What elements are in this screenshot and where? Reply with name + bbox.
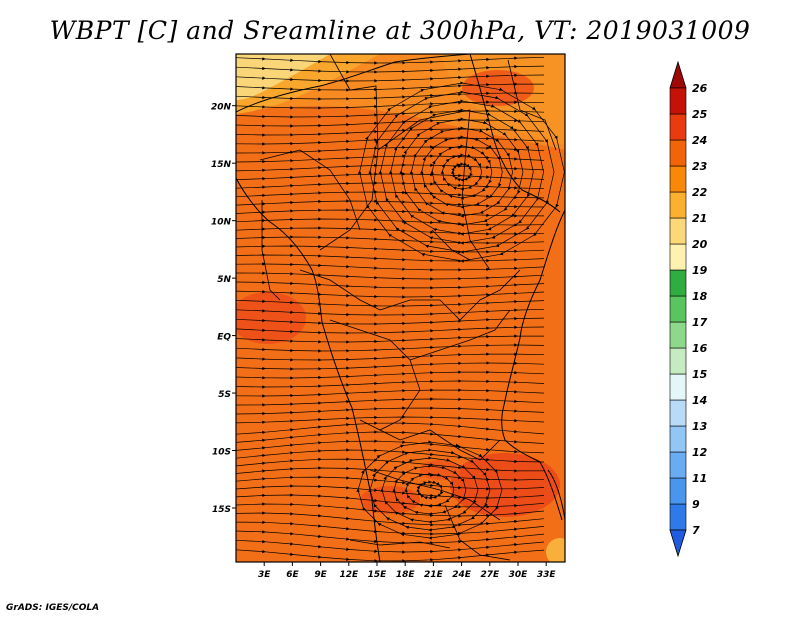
streamline — [236, 271, 545, 281]
colorbar-label-13: 13 — [692, 420, 708, 433]
longitude-axis: 3E 6E 9E 12E 15E 18E 21E 24E 27E 30E 33E — [258, 562, 556, 580]
colorbar-swatch — [669, 217, 687, 245]
grads-credit: GrADS: IGES/COLA — [6, 603, 100, 613]
streamline — [236, 388, 545, 398]
colorbar-swatch — [669, 373, 687, 401]
colorbar-label-25: 25 — [692, 108, 708, 121]
streamline — [236, 289, 545, 299]
colorbar-swatch — [669, 113, 687, 141]
colorbar-swatch — [669, 269, 687, 297]
streamline — [236, 308, 545, 317]
chart-title: WBPT [C] and Sreamline at 300hPa, VT: 20… — [49, 16, 751, 45]
lon-label-15E: 15E — [368, 570, 388, 580]
colorbar-label-26: 26 — [692, 82, 708, 95]
lon-label-30E: 30E — [509, 570, 529, 580]
map-frame — [235, 53, 566, 563]
streamline — [236, 262, 545, 272]
colorbar-swatch — [669, 321, 687, 349]
lon-label-9E: 9E — [314, 570, 327, 580]
wbpt-field-warm-se — [450, 453, 560, 517]
lon-label-24E: 24E — [452, 570, 472, 580]
lat-label-15S: 15S — [212, 505, 231, 515]
colorbar-swatch — [669, 191, 687, 219]
wbpt-field-warm-west — [236, 292, 306, 344]
lat-label-EQ: EQ — [217, 333, 231, 343]
streamline — [236, 406, 545, 416]
colorbar: 7 9 11 12 13 14 15 16 17 18 19 20 21 22 23 24 25 26 — [669, 60, 708, 558]
streamline — [236, 397, 545, 407]
streamline — [236, 280, 545, 290]
colorbar-swatch — [669, 243, 687, 271]
colorbar-top-arrow — [669, 60, 687, 89]
streamline — [236, 421, 545, 435]
lon-label-3E: 3E — [258, 570, 271, 580]
streamline — [236, 361, 545, 371]
streamline — [236, 343, 545, 353]
streamlines — [236, 56, 565, 562]
streamline — [236, 316, 545, 326]
streamline-gyre — [357, 81, 565, 263]
colorbar-swatch — [669, 477, 687, 505]
lat-label-5N: 5N — [217, 275, 231, 285]
colorbar-label-9: 9 — [692, 498, 700, 511]
colorbar-swatch — [669, 503, 687, 531]
lon-label-6E: 6E — [286, 570, 299, 580]
streamline — [236, 370, 545, 380]
colorbar-swatch — [669, 425, 687, 453]
streamline — [236, 299, 545, 308]
colorbar-swatch — [669, 451, 687, 479]
lat-label-10S: 10S — [212, 448, 231, 458]
streamline — [236, 379, 545, 389]
lat-label-10N: 10N — [211, 218, 232, 228]
map-panel — [236, 54, 565, 562]
colorbar-label-21: 21 — [692, 212, 707, 225]
colorbar-swatch — [669, 87, 687, 115]
streamline-gyre-south — [356, 440, 503, 540]
wbpt-field-cool-se — [546, 538, 565, 562]
streamline — [236, 352, 545, 362]
latitude-axis: 20N 15N 10N 5N EQ 5S 10S 15S — [211, 103, 236, 515]
colorbar-label-19: 19 — [692, 264, 708, 277]
colorbar-label-12: 12 — [692, 446, 708, 459]
streamline — [236, 549, 545, 562]
colorbar-label-7: 7 — [692, 524, 700, 537]
lat-label-20N: 20N — [211, 103, 232, 113]
colorbar-bottom-arrow — [669, 529, 687, 558]
streamline — [236, 415, 545, 425]
colorbar-label-20: 20 — [692, 238, 708, 251]
lon-label-33E: 33E — [537, 570, 557, 580]
colorbar-label-16: 16 — [692, 342, 708, 355]
colorbar-label-18: 18 — [692, 290, 708, 303]
streamline — [236, 73, 545, 83]
colorbar-swatch — [669, 139, 687, 167]
streamline — [236, 334, 544, 344]
coast-madagascar — [547, 469, 565, 521]
lon-label-18E: 18E — [396, 570, 416, 580]
streamline — [236, 56, 545, 65]
colorbar-swatch — [669, 347, 687, 375]
lon-label-21E: 21E — [424, 570, 444, 580]
colorbar-swatch — [669, 295, 687, 323]
colorbar-swatch — [669, 399, 687, 427]
lon-label-12E: 12E — [339, 570, 359, 580]
streamline — [236, 325, 545, 335]
lat-label-15N: 15N — [211, 160, 232, 170]
lat-label-5S: 5S — [218, 390, 231, 400]
colorbar-label-17: 17 — [692, 316, 708, 329]
colorbar-label-11: 11 — [692, 472, 707, 485]
streamline — [236, 64, 545, 74]
colorbar-label-14: 14 — [692, 394, 707, 407]
colorbar-label-24: 24 — [692, 134, 707, 147]
colorbar-swatch — [669, 165, 687, 193]
colorbar-label-22: 22 — [692, 186, 708, 199]
colorbar-label-15: 15 — [692, 368, 708, 381]
colorbar-label-23: 23 — [692, 160, 708, 173]
lon-label-27E: 27E — [480, 570, 500, 580]
